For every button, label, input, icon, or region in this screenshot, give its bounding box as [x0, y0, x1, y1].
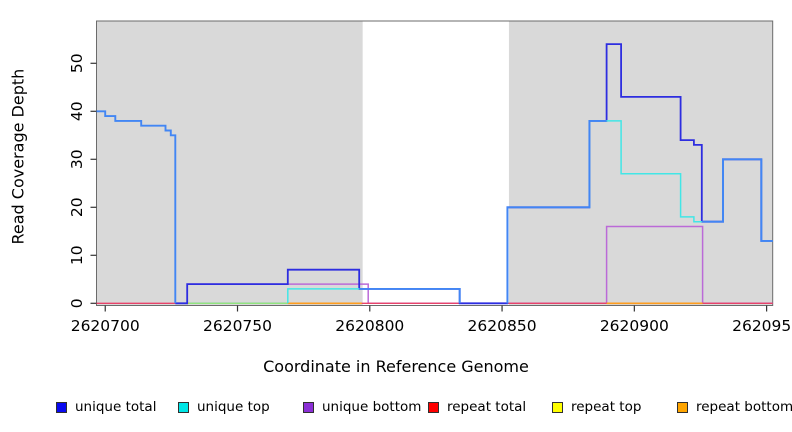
series-total-line — [506, 119, 607, 304]
legend-swatch-unique-bottom — [303, 401, 314, 413]
legend-swatch-unique-total — [56, 401, 67, 413]
legend-label: unique total — [75, 399, 157, 415]
series-total-line — [701, 158, 773, 242]
plot-box — [96, 20, 774, 306]
series-total-line — [359, 287, 461, 304]
y-tick-label: 50 — [68, 53, 86, 73]
y-axis-title: Read Coverage Depth — [8, 68, 28, 245]
legend-swatch-unique-top — [178, 401, 189, 413]
legend-label: unique top — [197, 399, 270, 415]
legend-item-repeat-top: repeat top — [552, 396, 641, 418]
y-tick-label: 40 — [68, 101, 86, 121]
y-tick-label: 20 — [68, 197, 86, 217]
legend-item-unique-top: unique top — [178, 396, 270, 418]
legend-label: repeat total — [447, 399, 527, 415]
legend-item-unique-bottom: unique bottom — [303, 396, 421, 418]
x-tick-label: 2620800 — [335, 317, 404, 335]
x-axis-title: Coordinate in Reference Genome — [263, 357, 529, 376]
series-unique-top-line — [287, 288, 360, 304]
legend-swatch-repeat-bottom — [677, 401, 688, 413]
coverage-plot-svg: 2620700 2620750 2620800 2620850 2620900 26209… — [68, 20, 792, 335]
x-tick-label: 2620700 — [71, 317, 140, 335]
y-tick-label: 10 — [68, 245, 86, 265]
x-tick-label: 2620850 — [468, 317, 537, 335]
legend-item-repeat-total: repeat total — [428, 396, 526, 418]
x-tick-label: 2620750 — [203, 317, 272, 335]
x-tick-label: 2620900 — [600, 317, 669, 335]
legend-label: repeat top — [571, 399, 642, 415]
legend: unique total unique top unique bottom repea… — [0, 396, 792, 420]
legend-swatch-repeat-total — [428, 401, 439, 413]
series-total-line — [96, 110, 177, 304]
legend-item-unique-total: unique total — [56, 396, 156, 418]
repeat-region-right — [508, 21, 773, 306]
legend-label: repeat bottom — [696, 399, 792, 415]
legend-swatch-repeat-top — [552, 401, 563, 413]
y-tick-label: 30 — [68, 149, 86, 169]
y-tick-label: 0 — [68, 298, 86, 308]
repeat-region-left — [96, 21, 363, 306]
legend-label: unique bottom — [322, 399, 422, 415]
legend-item-repeat-bottom: repeat bottom — [677, 396, 792, 418]
